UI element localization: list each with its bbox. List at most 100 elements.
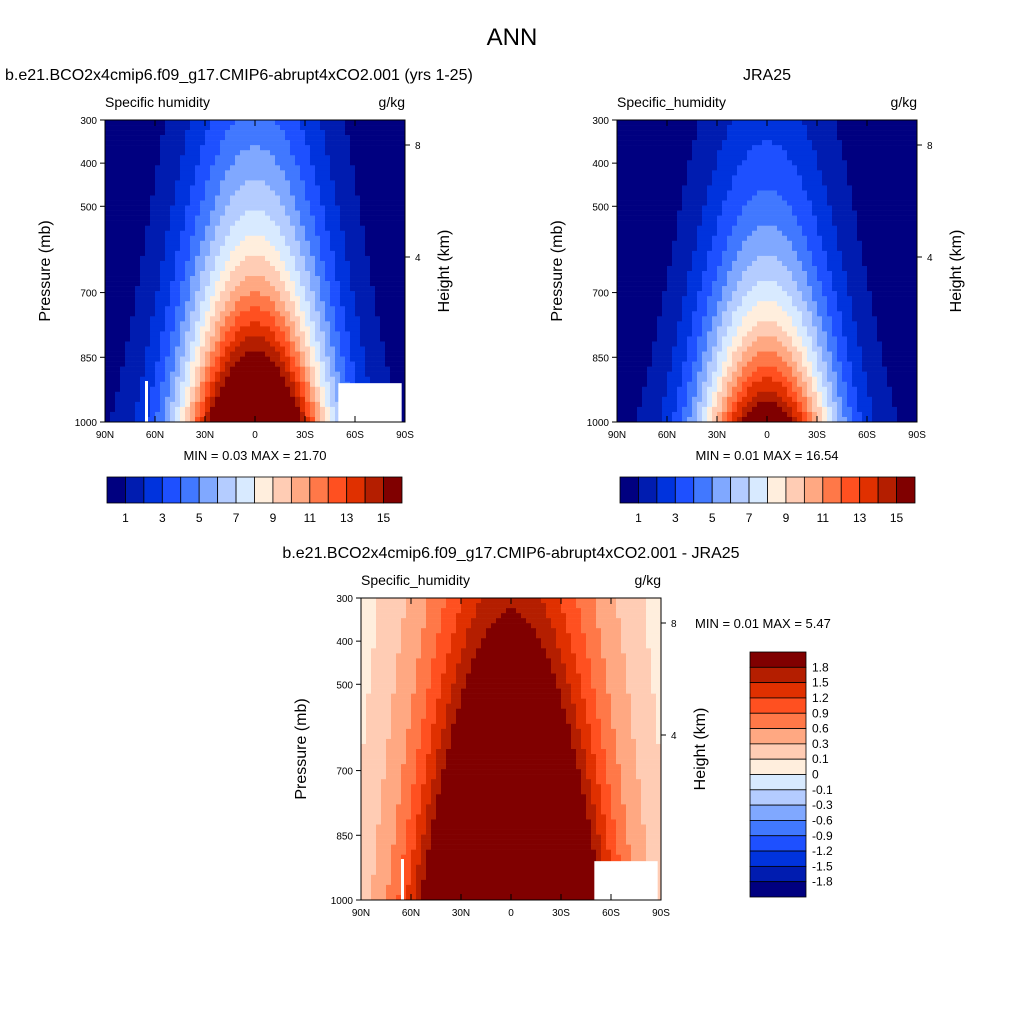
contour-cell — [235, 316, 241, 322]
contour-cell — [115, 376, 121, 383]
contour-cell — [295, 230, 301, 237]
contour-cell — [245, 331, 251, 337]
contour-cell — [722, 240, 728, 247]
contour-cell — [365, 225, 371, 232]
contour-cell — [125, 391, 131, 398]
contour-cell — [652, 326, 658, 332]
contour-cell — [105, 125, 111, 131]
contour-cell — [230, 250, 236, 257]
contour-cell — [390, 361, 396, 367]
contour-cell — [647, 145, 653, 151]
contour-cell — [115, 391, 121, 398]
contour-cell — [657, 281, 663, 287]
contour-cell — [155, 165, 161, 171]
contour-cell — [245, 286, 251, 292]
contour-cell — [657, 286, 663, 292]
contour-cell — [190, 235, 196, 242]
contour-cell — [315, 135, 321, 141]
contour-cell — [225, 281, 231, 287]
contour-cell — [220, 130, 226, 136]
contour-cell — [632, 190, 638, 196]
contour-cell — [310, 220, 316, 226]
contour-cell — [622, 200, 628, 206]
contour-cell — [260, 276, 266, 282]
contour-cell — [622, 240, 628, 247]
contour-cell — [370, 175, 376, 181]
contour-cell — [230, 235, 236, 242]
contour-cell — [360, 245, 366, 252]
contour-cell — [340, 240, 346, 247]
contour-cell — [722, 155, 728, 161]
contour-cell — [260, 150, 266, 156]
contour-cell — [657, 376, 663, 383]
contour-cell — [250, 396, 256, 403]
contour-cell — [195, 326, 201, 332]
contour-cell — [707, 411, 713, 418]
contour-cell — [677, 225, 683, 232]
contour-cell — [110, 260, 116, 267]
contour-cell — [617, 250, 623, 257]
contour-cell — [380, 135, 386, 141]
contour-cell — [400, 311, 406, 317]
contour-cell — [120, 356, 126, 362]
contour-cell — [310, 341, 316, 347]
contour-cell — [120, 210, 126, 216]
contour-cell — [195, 145, 201, 151]
contour-cell — [255, 361, 261, 367]
contour-cell — [125, 336, 131, 342]
contour-cell — [250, 130, 256, 136]
contour-cell — [255, 311, 261, 317]
contour-cell — [687, 125, 693, 131]
contour-cell — [360, 180, 366, 186]
contour-cell — [310, 200, 316, 206]
contour-cell — [712, 376, 718, 383]
contour-cell — [265, 401, 271, 408]
contour-cell — [667, 140, 673, 146]
contour-cell — [395, 200, 401, 206]
contour-cell — [125, 245, 131, 252]
contour-cell — [692, 205, 698, 211]
contour-cell — [707, 281, 713, 287]
contour-cell — [627, 120, 633, 126]
contour-cell — [717, 250, 723, 257]
contour-cell — [140, 195, 146, 201]
colorbar-box — [161, 476, 182, 504]
contour-cell — [215, 386, 221, 393]
contour-cell — [647, 396, 653, 403]
contour-cell — [250, 190, 256, 196]
contour-cell — [265, 286, 271, 292]
contour-cell — [300, 296, 306, 302]
contour-cell — [345, 271, 351, 277]
contour-cell — [205, 291, 211, 297]
contour-cell — [255, 185, 261, 191]
contour-cell — [160, 331, 166, 337]
contour-cell — [647, 225, 653, 232]
contour-cell — [280, 361, 286, 367]
contour-cell — [340, 331, 346, 337]
contour-cell — [125, 291, 131, 297]
contour-cell — [637, 230, 643, 237]
contour-cell — [145, 205, 151, 211]
contour-cell — [290, 125, 296, 131]
contour-cell — [160, 336, 166, 342]
contour-cell — [375, 210, 381, 216]
contour-cell — [310, 381, 316, 388]
contour-cell — [712, 341, 718, 347]
contour-cell — [110, 240, 116, 247]
figure-title: ANN — [486, 24, 538, 51]
contour-cell — [265, 406, 271, 413]
contour-cell — [637, 205, 643, 211]
contour-cell — [175, 215, 181, 221]
contour-cell — [687, 331, 693, 337]
contour-cell — [375, 150, 381, 156]
contour-cell — [657, 255, 663, 262]
contour-cell — [370, 230, 376, 237]
contour-cell — [380, 260, 386, 267]
contour-cell — [135, 160, 141, 166]
contour-cell — [265, 316, 271, 322]
contour-cell — [702, 346, 708, 352]
contour-cell — [320, 271, 326, 277]
contour-cell — [205, 120, 211, 126]
contour-cell — [325, 235, 331, 242]
contour-cell — [637, 376, 643, 383]
